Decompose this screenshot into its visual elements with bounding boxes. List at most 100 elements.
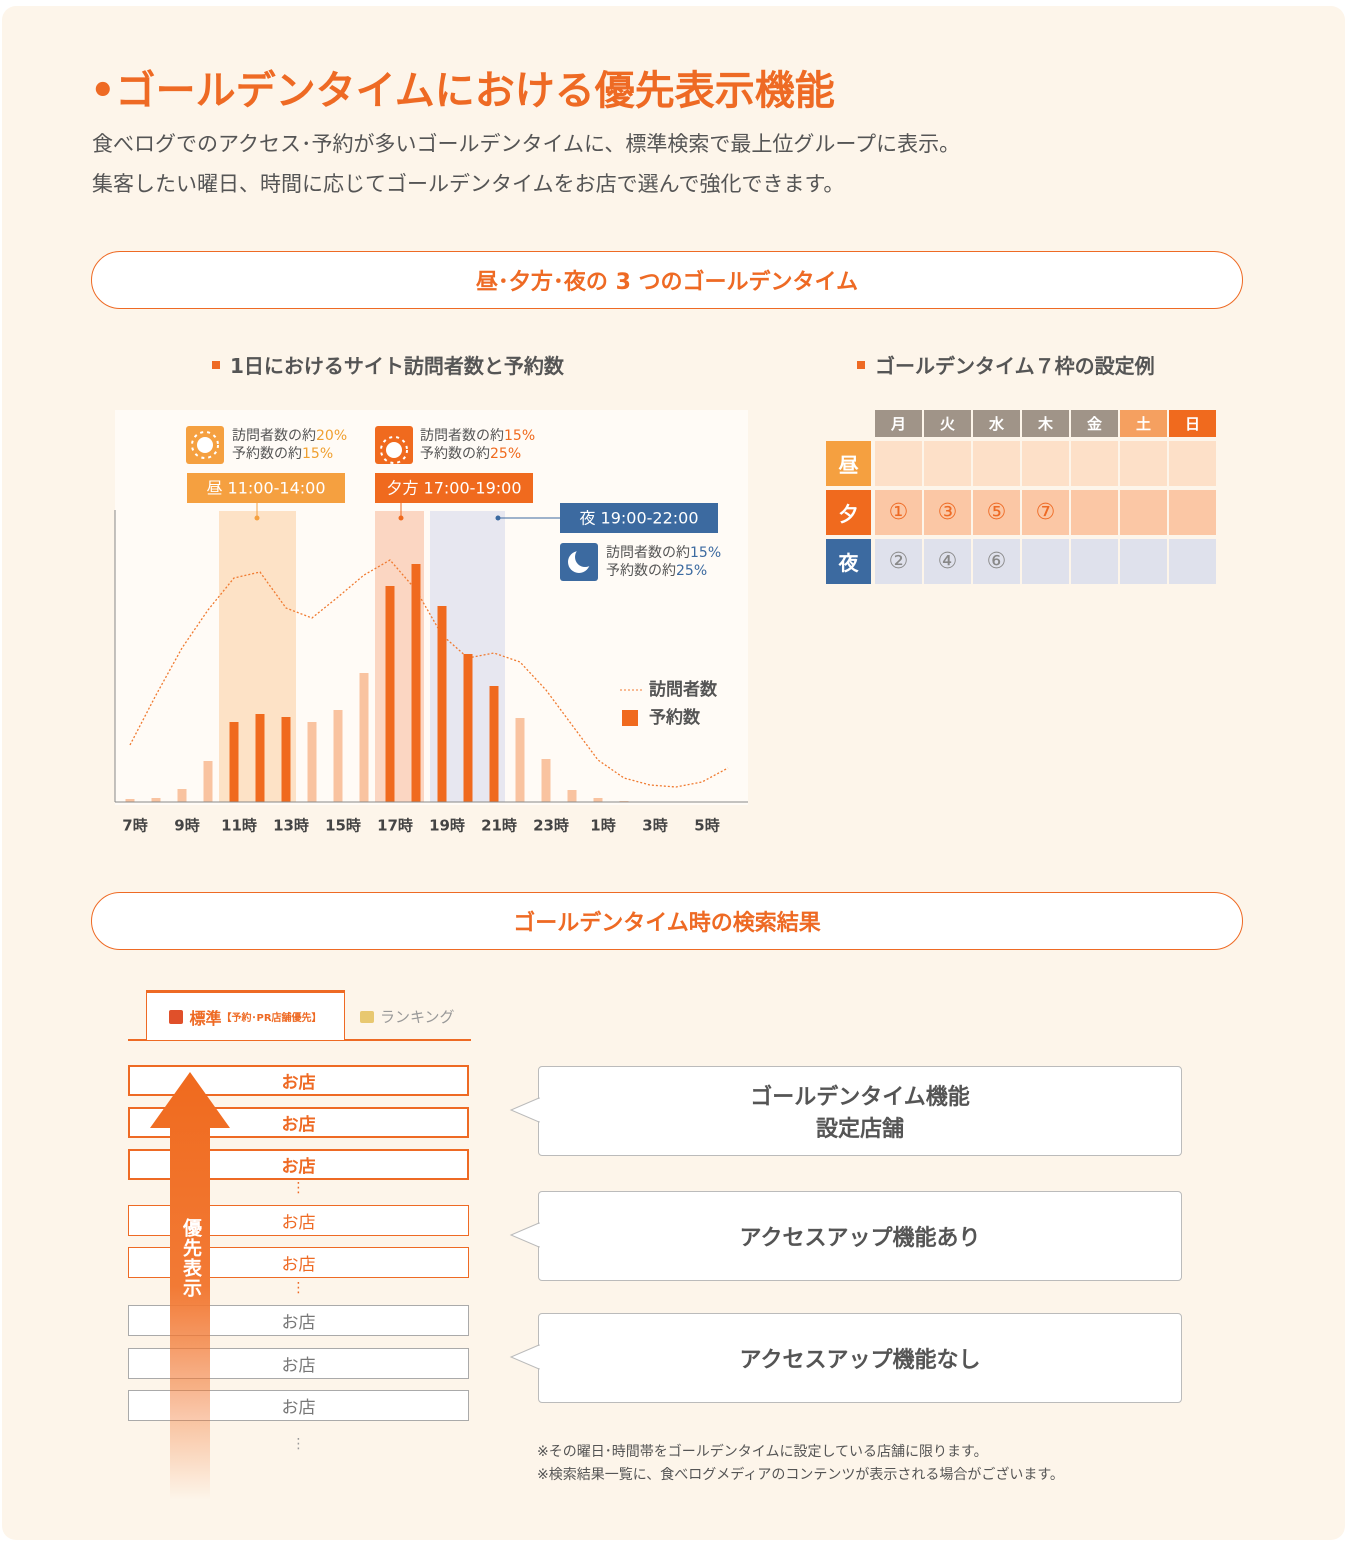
- callout: アクセスアップ機能あり: [538, 1191, 1182, 1281]
- pointer: [509, 1097, 540, 1123]
- tab-ranking[interactable]: ランキング: [360, 1006, 455, 1027]
- slot: [1022, 539, 1069, 584]
- annotation-label-box: [187, 473, 345, 503]
- arrow-label: 優先表示: [180, 1218, 202, 1298]
- day-header: 土: [1120, 410, 1167, 437]
- x-tick-label: 11時: [221, 817, 257, 835]
- annotation-text: 訪問者数の約15%: [420, 428, 535, 444]
- row-label: 夜: [826, 539, 871, 584]
- connector-dot: [254, 515, 260, 521]
- bar: [463, 654, 473, 802]
- annotation-pct: 20%: [316, 428, 347, 444]
- callout-text: アクセスアップ機能なし: [739, 1348, 981, 1373]
- marks: [125, 559, 729, 802]
- bar: [255, 714, 265, 802]
- bar: [593, 798, 603, 802]
- bar: [515, 718, 525, 802]
- annotation-pct: 25%: [676, 563, 707, 579]
- bar: [229, 722, 239, 802]
- slot: [1120, 490, 1167, 535]
- tab-standard[interactable]: 標準 【予約･PR店舗優先】: [146, 990, 345, 1040]
- schedule-title: ゴールデンタイム７枠の設定例: [857, 350, 1155, 379]
- tab-note: 【予約･PR店舗優先】: [221, 1013, 322, 1024]
- bar: [151, 798, 161, 802]
- slot: ⑥: [973, 539, 1020, 584]
- bar: [437, 606, 447, 802]
- callout-pointers: [509, 1097, 540, 1370]
- callout-text: 設定店舗: [815, 1117, 904, 1142]
- bullet: [857, 360, 865, 369]
- annotation-text: 予約数の約: [420, 446, 490, 462]
- priority-arrow: [150, 1072, 230, 1500]
- slot: ⑦: [1022, 490, 1069, 535]
- annotation-text: 予約数の約25%: [420, 446, 521, 462]
- annotation-pct: 15%: [504, 428, 535, 444]
- x-tick-label: 3時: [642, 817, 667, 835]
- annotation-pct: 25%: [490, 446, 521, 462]
- description: 食べログでのアクセス･予約が多いゴールデンタイムに、標準検索で最上位グループに表…: [92, 132, 961, 156]
- day-header: 日: [1169, 410, 1216, 437]
- annotation-label: 夕方 17:00-19:00: [386, 479, 521, 498]
- slot: [924, 441, 971, 486]
- row-label: 夕: [826, 490, 871, 535]
- day-header: 水: [973, 410, 1020, 437]
- annotation-label: 昼 11:00-14:00: [206, 479, 325, 498]
- bar: [281, 717, 291, 802]
- annotation-text: 予約数の約: [606, 563, 676, 579]
- tab-icon: [360, 1010, 374, 1023]
- ellipsis: ⋮: [291, 1436, 306, 1452]
- annotation-pct: 15%: [690, 545, 721, 561]
- slot: ③: [924, 490, 971, 535]
- bar: [541, 759, 551, 802]
- bar: [489, 686, 499, 802]
- sunset-icon: [386, 442, 402, 458]
- annotation-text: 訪問者数の約: [232, 428, 316, 444]
- description: 集客したい曜日、時間に応じてゴールデンタイムをお店で選んで強化できます。: [92, 172, 845, 196]
- slot: [1071, 539, 1118, 584]
- sunset-icon: [380, 436, 408, 464]
- bar: [333, 710, 343, 802]
- callout-text: アクセスアップ機能あり: [739, 1226, 981, 1251]
- annotation-pct: 15%: [302, 446, 333, 462]
- day-header: 月: [875, 410, 922, 437]
- slot: [875, 441, 922, 486]
- slot: [1120, 441, 1167, 486]
- annotation-text: 予約数の約: [232, 446, 302, 462]
- x-tick-label: 1時: [590, 817, 615, 835]
- bar: [385, 586, 395, 802]
- bullet: [212, 360, 220, 369]
- tab-label: 標準: [189, 1008, 222, 1028]
- slot: [1169, 539, 1216, 584]
- annotation-text: 訪問者数の約: [420, 428, 504, 444]
- tab-underline: [128, 1039, 471, 1041]
- day-header: 金: [1071, 410, 1118, 437]
- x-tick-label: 7時: [122, 817, 147, 835]
- callout: アクセスアップ機能なし: [538, 1313, 1182, 1403]
- annotation-text: 訪問者数の約: [606, 545, 690, 561]
- slot: [1022, 441, 1069, 486]
- tab-icon: [169, 1009, 184, 1024]
- ellipsis: ⋮: [291, 1280, 306, 1296]
- sun-icon: [197, 437, 213, 453]
- title: •ゴールデンタイムにおける優先表示機能: [90, 68, 835, 114]
- callout-text: ゴールデンタイム機能: [750, 1085, 970, 1110]
- section-heading: 昼･夕方･夜の 3 つのゴールデンタイム: [91, 251, 1243, 309]
- heading-text: ゴールデンタイム時の検索結果: [513, 911, 821, 936]
- legend-label: 訪問者数: [649, 679, 718, 700]
- annotation-text: 訪問者数の約20%: [232, 428, 347, 444]
- slot: ①: [875, 490, 922, 535]
- x-tick-label: 9時: [174, 817, 199, 835]
- slot: [1071, 490, 1118, 535]
- note: ※検索結果一覧に、食べログメディアのコンテンツが表示される場合がございます。: [537, 1467, 1064, 1483]
- chart-title-text: 1日におけるサイト訪問者数と予約数: [230, 354, 564, 378]
- annotation-label: 夜 19:00-22:00: [579, 509, 698, 528]
- x-tick-label: 13時: [273, 817, 309, 835]
- section-heading: ゴールデンタイム時の検索結果: [91, 892, 1243, 950]
- annotation-text: 予約数の約25%: [606, 563, 707, 579]
- moon-icon: [575, 547, 595, 567]
- day-header: 火: [924, 410, 971, 437]
- slot: [1120, 539, 1167, 584]
- bar: [567, 790, 577, 802]
- legend-swatch: [622, 710, 638, 726]
